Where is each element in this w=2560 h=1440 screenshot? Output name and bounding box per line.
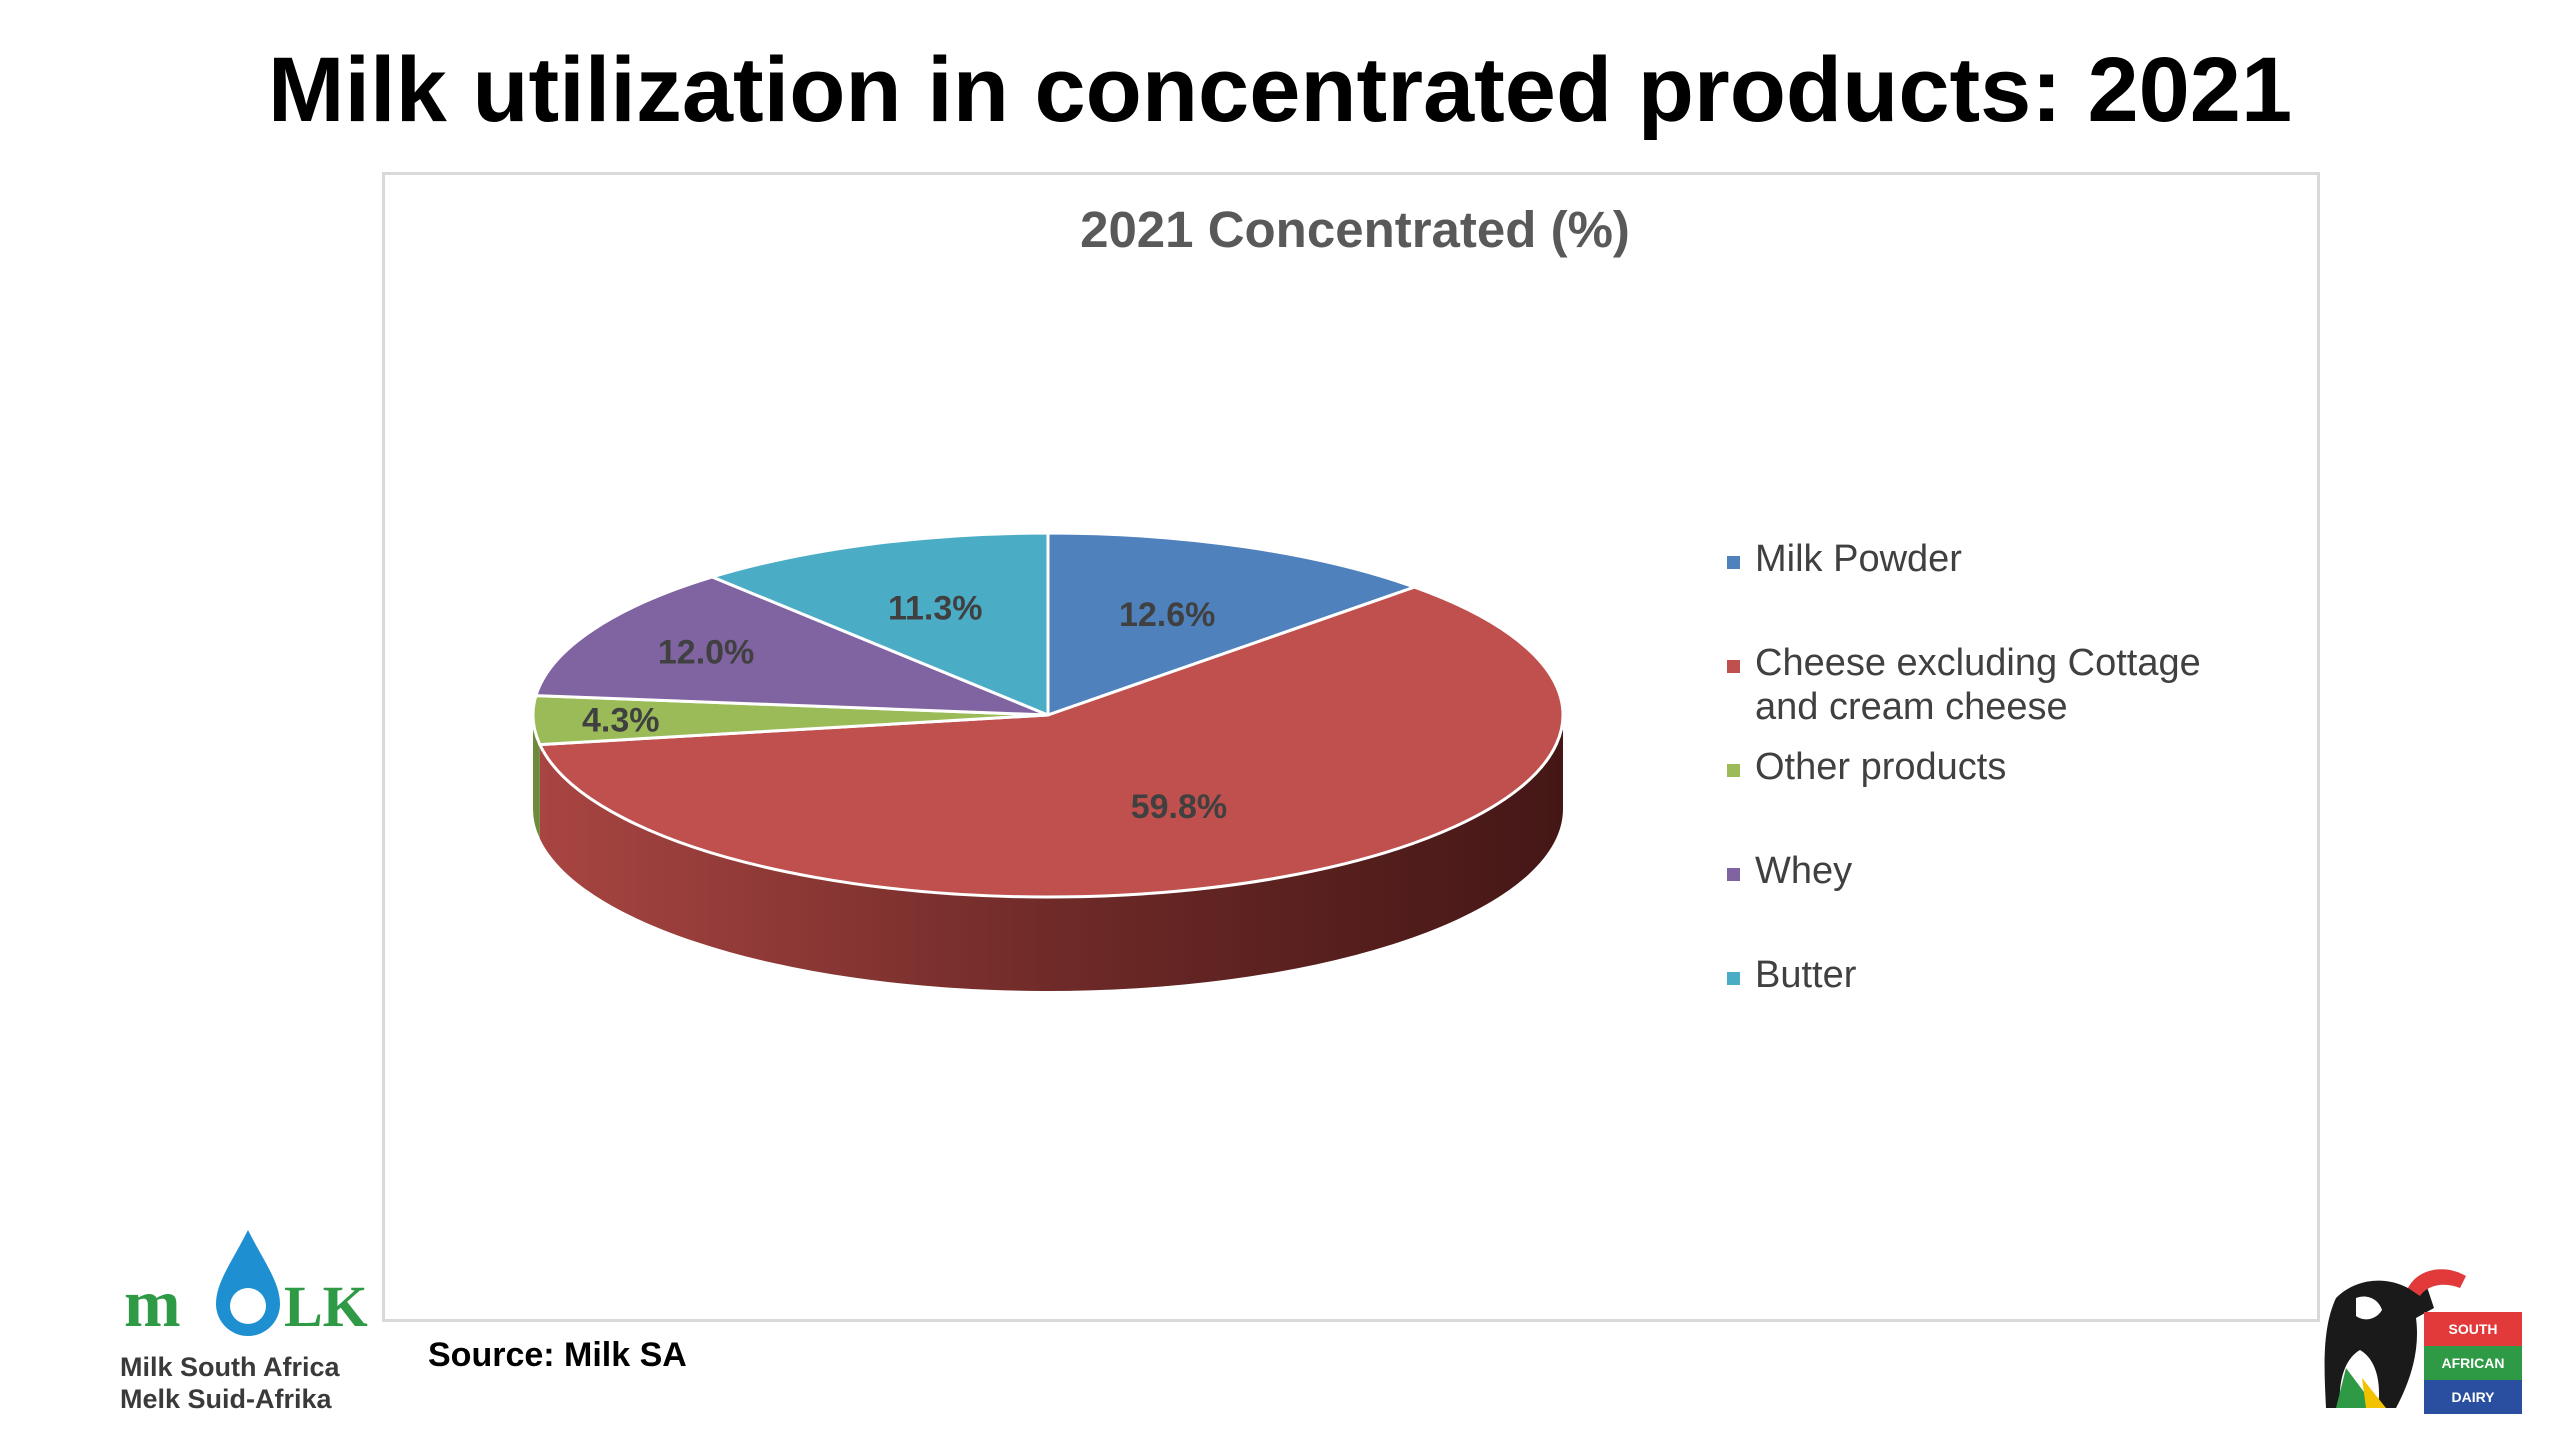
drop-center bbox=[230, 1288, 266, 1324]
legend-label: and cream cheese bbox=[1755, 686, 2068, 728]
milk-sa-logo-mark: m LK bbox=[124, 1230, 368, 1341]
legend-swatch bbox=[1727, 764, 1740, 777]
legend-label: Whey bbox=[1755, 850, 1852, 892]
data-label-butter: 11.3% bbox=[888, 589, 983, 627]
legend-swatch bbox=[1727, 660, 1740, 673]
pie-side-other-products bbox=[533, 715, 540, 839]
logo-name-af: Melk Suid-Afrika bbox=[120, 1384, 332, 1414]
legend-label: Cheese excluding Cottage bbox=[1755, 642, 2201, 684]
pie-side-cheese-excluding-cottage-and-cream-cheese bbox=[539, 715, 1563, 992]
legend-item-other-products: Other products bbox=[1727, 746, 2006, 788]
slide-title: Milk utilization in concentrated product… bbox=[267, 39, 2293, 141]
legend-item-milk-powder: Milk Powder bbox=[1727, 538, 1962, 580]
legend-swatch bbox=[1727, 868, 1740, 881]
data-label-cheese-excluding-cottage-and-cream-cheese: 59.8% bbox=[1131, 788, 1227, 826]
legend-label: Milk Powder bbox=[1755, 538, 1962, 580]
milk-sa-logo: m LK Milk South Africa Melk Suid-Afrika bbox=[120, 1224, 380, 1424]
logo-wordmark-right: LK bbox=[284, 1274, 368, 1339]
pie-slice-whey bbox=[534, 575, 1050, 717]
legend-swatch bbox=[1727, 972, 1740, 985]
source-note: Source: Milk SA bbox=[428, 1336, 687, 1374]
data-label-milk-powder: 12.6% bbox=[1119, 596, 1215, 634]
legend-label: Other products bbox=[1755, 746, 2006, 788]
legend-swatch bbox=[1727, 556, 1740, 569]
logo-name-en: Milk South Africa bbox=[120, 1352, 340, 1382]
badge-african: AFRICAN bbox=[2424, 1346, 2522, 1380]
badge-south: SOUTH bbox=[2424, 1312, 2522, 1346]
chart-frame: 2021 Concentrated (%) 12.6% 59.8% 4.3% 12.0… bbox=[382, 172, 2320, 1322]
pie-sides bbox=[533, 715, 1563, 992]
pie-tops bbox=[531, 531, 1565, 899]
legend-item-butter: Butter bbox=[1727, 954, 1857, 996]
pie-chart: 2021 Concentrated (%) 12.6% 59.8% 4.3% 12.0… bbox=[531, 201, 2201, 996]
legend-item-whey: Whey bbox=[1727, 850, 1852, 892]
chart-title: 2021 Concentrated (%) bbox=[1080, 201, 1630, 258]
data-label-whey: 12.0% bbox=[658, 634, 754, 672]
pie-slice-milk-powder bbox=[1046, 531, 1416, 717]
pie-slice-butter bbox=[710, 531, 1050, 717]
legend-label: Butter bbox=[1755, 954, 1857, 996]
pie-labels: 12.6% 59.8% 4.3% 12.0% 11.3% bbox=[582, 589, 1227, 825]
data-label-other-products: 4.3% bbox=[582, 701, 660, 739]
logo-wordmark-left: m bbox=[124, 1265, 181, 1341]
cow-icon bbox=[2324, 1269, 2466, 1408]
sa-dairy-logo: SOUTH AFRICAN DAIRY bbox=[2316, 1258, 2536, 1428]
pie-slice-cheese-excluding-cottage-and-cream-cheese bbox=[538, 585, 1565, 899]
badge-dairy: DAIRY bbox=[2424, 1380, 2522, 1414]
